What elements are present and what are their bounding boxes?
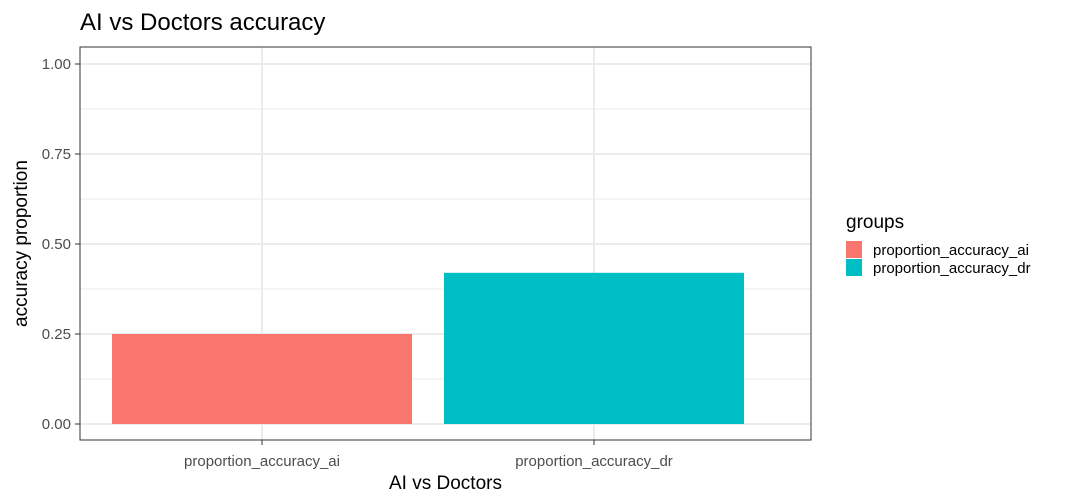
legend-key-proportion_accuracy_ai	[846, 241, 862, 258]
y-tick-label: 0.00	[42, 416, 71, 433]
bar-proportion_accuracy_ai	[112, 334, 412, 424]
legend-label: proportion_accuracy_dr	[873, 260, 1031, 277]
chart-title: AI vs Doctors accuracy	[80, 9, 325, 36]
y-tick-label: 1.00	[42, 56, 71, 73]
legend-label: proportion_accuracy_ai	[873, 242, 1029, 259]
y-axis-title: accuracy proportion	[11, 160, 32, 327]
y-tick-label: 0.75	[42, 146, 71, 163]
bar-proportion_accuracy_dr	[444, 272, 744, 424]
bars	[112, 272, 744, 424]
legend-key-proportion_accuracy_dr	[846, 259, 862, 276]
x-tick-label: proportion_accuracy_dr	[515, 453, 673, 470]
legend: groups proportion_accuracy_aiproportion_…	[846, 212, 1031, 277]
y-axis: 0.00 0.25 0.50 0.75 1.00	[42, 56, 80, 433]
x-tick-label: proportion_accuracy_ai	[184, 453, 340, 470]
y-tick-label: 0.50	[42, 236, 71, 253]
x-axis: proportion_accuracy_ai proportion_accurac…	[184, 440, 673, 470]
y-tick-label: 0.25	[42, 326, 71, 343]
legend-title: groups	[846, 212, 904, 233]
x-axis-title: AI vs Doctors	[389, 473, 502, 494]
